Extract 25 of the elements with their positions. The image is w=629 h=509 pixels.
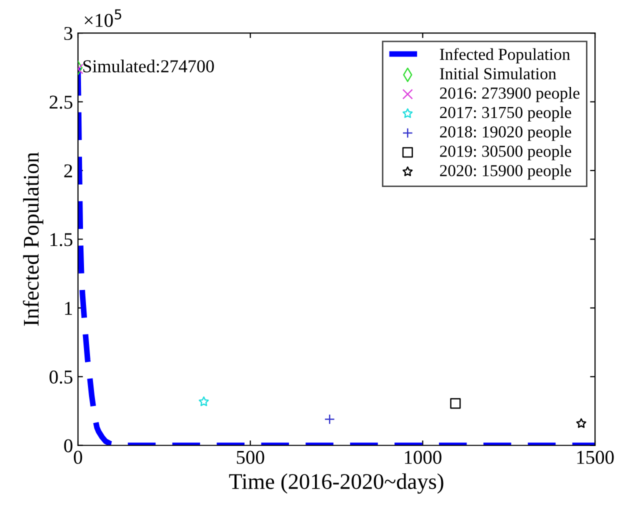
- y-tick-label: 0.5: [50, 370, 72, 384]
- x-tick-label: 1500: [577, 450, 614, 464]
- y-tick-label: 2: [64, 164, 72, 178]
- x-axis-title: Time (2016-2020~days): [229, 473, 444, 494]
- y-axis-title: Infected Population: [22, 152, 44, 326]
- y-tick-label: 2.5: [50, 96, 72, 109]
- point: [324, 414, 335, 425]
- legend-label: 2017: 31750 people: [440, 106, 572, 122]
- x-tick-label: 500: [236, 450, 264, 464]
- legend-label: Infected Population: [440, 48, 570, 64]
- legend-label: 2016: 273900 people: [440, 87, 580, 102]
- y-tick-label: 0: [64, 439, 72, 452]
- point: [450, 398, 461, 409]
- y-tick-label: 1.5: [50, 233, 72, 246]
- text: ×10$^{5}$: [84, 9, 122, 27]
- legend-label: 2020: 15900 people: [440, 164, 572, 180]
- legend-label: 2018: 19020 people: [440, 126, 572, 141]
- annotation: Simulated:274700: [83, 60, 214, 72]
- legend-label: 2019: 30500 people: [440, 145, 572, 160]
- x-tick-label: 0: [74, 450, 82, 464]
- legend-label: Initial Simulation: [440, 68, 556, 80]
- y-tick-label: 3: [64, 26, 72, 40]
- point: [576, 418, 586, 428]
- y-tick-label: 1: [65, 302, 72, 315]
- x-tick-label: 1000: [404, 450, 442, 464]
